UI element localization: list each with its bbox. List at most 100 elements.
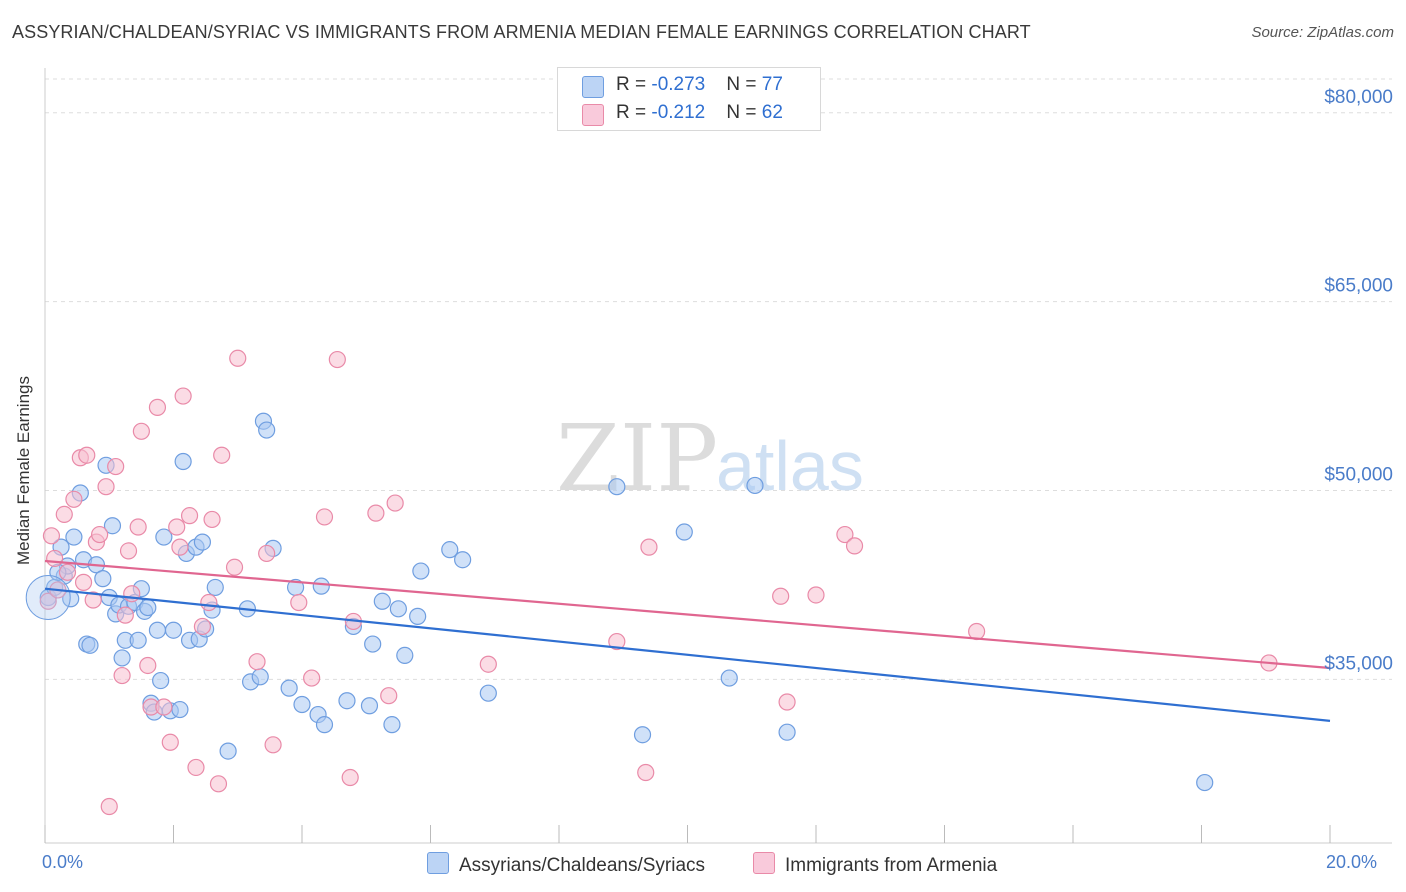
point-assyrian <box>171 700 189 719</box>
point-armenia <box>193 617 212 636</box>
y-tick-label: $50,000 <box>1324 464 1393 485</box>
point-assyrian <box>720 669 738 687</box>
point-assyrian <box>389 600 407 618</box>
grid-lines <box>45 78 1392 680</box>
point-armenia <box>116 606 134 624</box>
x-axis-min-label: 0.0% <box>42 852 84 872</box>
y-tick-label: $65,000 <box>1324 276 1393 297</box>
legend-r-value-2: -0.212 <box>651 102 706 123</box>
point-armenia <box>113 666 131 685</box>
trend-lines <box>44 559 1331 722</box>
point-armenia <box>148 398 167 416</box>
point-assyrian <box>373 592 391 610</box>
point-assyrian <box>633 726 652 744</box>
bottom-legend-label-1: Assyrians/Chaldeans/Syriacs <box>459 855 706 876</box>
point-armenia <box>161 733 179 751</box>
point-assyrian <box>155 528 173 546</box>
legend-n-label-1: N = <box>726 74 762 95</box>
point-armenia <box>213 446 231 464</box>
legend-n-label-2: N = <box>726 102 762 123</box>
point-armenia <box>807 586 825 604</box>
point-armenia <box>367 504 385 522</box>
point-armenia <box>303 669 321 687</box>
point-assyrian <box>312 577 330 595</box>
point-armenia <box>203 510 221 529</box>
correlation-legend: R = -0.273 N = 77 R = -0.212 N = 62 <box>557 67 821 131</box>
bottom-legend-series2: Immigrants from Armenia <box>753 852 997 877</box>
point-armenia <box>55 505 73 523</box>
point-armenia <box>187 758 205 777</box>
point-armenia <box>100 797 118 816</box>
bottom-legend-series1: Assyrians/Chaldeans/Syriacs <box>427 852 705 877</box>
y-tick-label: $35,000 <box>1324 653 1393 674</box>
point-assyrian <box>364 635 382 653</box>
bottom-legend-swatch-blue <box>427 852 449 874</box>
point-assyrian <box>193 533 212 551</box>
point-assyrian <box>409 607 427 625</box>
point-armenia <box>637 763 655 782</box>
trend-line-armenia <box>44 559 1331 670</box>
point-armenia <box>341 768 359 787</box>
point-armenia <box>180 507 199 525</box>
legend-n-value-1: 77 <box>761 74 783 95</box>
point-armenia <box>119 542 138 560</box>
watermark-atlas: atlas <box>716 427 864 505</box>
point-armenia <box>328 350 346 369</box>
point-assyrian <box>746 476 764 495</box>
point-armenia <box>65 490 83 508</box>
point-armenia <box>74 573 93 591</box>
point-assyrian <box>81 636 99 654</box>
point-assyrian <box>139 598 157 617</box>
point-assyrian <box>454 551 472 569</box>
point-armenia <box>129 518 147 536</box>
source-credit: Source: ZipAtlas.com <box>1251 24 1394 41</box>
point-armenia <box>290 593 308 612</box>
point-assyrian <box>113 649 131 667</box>
point-armenia <box>229 349 247 367</box>
point-armenia <box>155 698 173 716</box>
point-assyrian <box>383 716 401 734</box>
point-assyrian <box>65 528 83 546</box>
legend-swatch-blue <box>582 76 604 98</box>
point-assyrian <box>293 695 311 714</box>
point-assyrian <box>258 421 276 439</box>
point-assyrian <box>479 684 497 702</box>
point-assyrian <box>280 679 298 697</box>
legend-n-value-2: 62 <box>761 102 783 123</box>
point-assyrian <box>1196 773 1214 792</box>
point-assyrian <box>148 621 167 639</box>
point-armenia <box>772 587 790 605</box>
point-assyrian <box>778 723 796 741</box>
point-assyrian <box>219 742 237 760</box>
point-armenia <box>139 656 157 675</box>
point-armenia <box>91 525 109 544</box>
legend-swatch-pink <box>582 104 604 126</box>
point-armenia <box>84 591 102 609</box>
point-armenia <box>845 537 864 555</box>
point-armenia <box>608 632 626 651</box>
axes <box>44 68 1392 844</box>
point-armenia <box>174 387 192 405</box>
point-armenia <box>39 592 57 610</box>
legend-text-series1: R = -0.273 N = 77 <box>616 74 783 96</box>
point-armenia <box>315 508 334 526</box>
bottom-legend-label-2: Immigrants from Armenia <box>785 855 998 876</box>
point-assyrian <box>338 692 356 710</box>
point-armenia <box>46 549 64 568</box>
legend-text-series2: R = -0.212 N = 62 <box>616 102 783 124</box>
point-armenia <box>836 525 854 544</box>
point-armenia <box>168 518 186 536</box>
x-axis-max-label: 20.0% <box>1326 852 1378 872</box>
point-armenia <box>479 655 497 673</box>
point-assyrian <box>174 452 192 471</box>
point-assyrian <box>441 541 459 559</box>
point-armenia <box>132 422 150 440</box>
point-armenia <box>97 478 115 496</box>
point-armenia <box>58 563 77 581</box>
point-armenia <box>225 558 244 576</box>
point-armenia <box>123 585 141 603</box>
point-assyrian <box>412 562 430 580</box>
point-armenia <box>78 446 96 464</box>
watermark-zip: ZIP <box>556 405 718 512</box>
point-armenia <box>778 693 796 711</box>
